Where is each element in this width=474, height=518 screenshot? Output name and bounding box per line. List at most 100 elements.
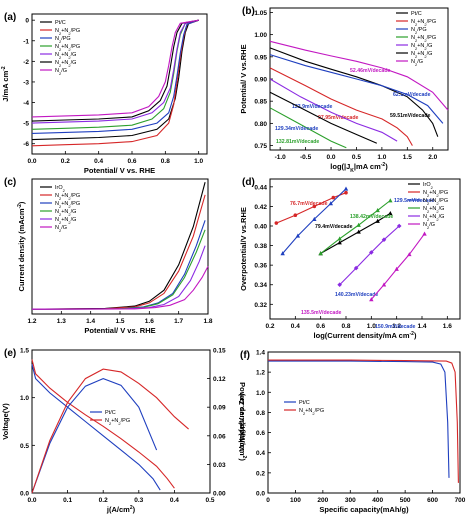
data-point [353, 265, 359, 271]
y-tick-label: 1.0 [20, 395, 29, 402]
data-point [356, 222, 361, 227]
legend-entry: IrO2 [55, 185, 66, 193]
legend-entry-part: 2 [427, 217, 430, 222]
x-axis-title-part: ) [385, 162, 388, 171]
legend-entry-part: 2 [415, 62, 418, 67]
data-point [394, 266, 399, 271]
x-tick-label: 0.2 [265, 323, 274, 330]
data-point [312, 204, 317, 209]
x-axis-title-part: j(A/cm [106, 505, 130, 514]
x-tick-label: 0.4 [291, 323, 300, 330]
x-axis-title-part: -2 [410, 331, 415, 337]
y-tick-label: 0.95 [254, 54, 267, 61]
y-right-axis-title-part: Power density(W/cm [238, 382, 247, 456]
slope-annotation: 62.1mV/decade [393, 92, 431, 98]
panel-d: 0.2 0.4 0.6 0.8 1.0 1.2 1.4 1.6 0.32 0.34 0.36 0.38… [239, 177, 461, 340]
y-tick-label: 0.5 [20, 443, 29, 450]
legend-entry-part: +N [417, 43, 424, 49]
legend-entry-part: N [55, 201, 59, 207]
slope-annotation: 140.23mV/decade [335, 292, 378, 298]
legend-entry-part: 2 [68, 47, 71, 52]
legend-entry-part: 2 [427, 209, 430, 214]
legend-entry: Pt/C [55, 20, 66, 26]
legend-entry-part: N [55, 28, 59, 34]
y-tick-label: 0.8 [256, 410, 265, 417]
legend-entry-part: /G [429, 222, 435, 228]
legend-entry-part: N [299, 408, 303, 414]
legend-entry-part: 2 [59, 31, 62, 36]
legend-entry-part: /PG [315, 408, 324, 414]
data-point [293, 213, 298, 218]
legend-entry-part: /G [417, 59, 423, 65]
legend-entry-part: Pt/C [55, 20, 66, 26]
y-tick-label: 0.0 [256, 491, 265, 498]
y-tick-label: 0.36 [254, 263, 267, 270]
data-point [318, 251, 323, 256]
y-right-tick-label: 0.03 [213, 462, 226, 469]
legend-entry-part: /PG [427, 19, 436, 25]
x-tick-label: -0.5 [300, 154, 312, 161]
legend-entry-part: 2 [59, 47, 62, 52]
series-line [268, 359, 459, 483]
y-axis-title-part: Potential/ V vs.RHE [239, 44, 248, 113]
y-tick-label: 0.0 [20, 491, 29, 498]
y-tick-label: 0.80 [254, 121, 267, 128]
x-tick-label: 500 [400, 497, 411, 504]
data-point [381, 237, 387, 242]
y-axis-title-part: J/mA cm [1, 70, 10, 101]
legend-entry-part: N [423, 206, 427, 212]
y-tick-label: 0.44 [254, 184, 267, 191]
legend-entry-part: +N [429, 198, 436, 204]
series-line [282, 188, 347, 254]
data-point [422, 231, 427, 236]
legend-entry-part: 2 [59, 220, 62, 225]
x-tick-label: 0.5 [352, 154, 361, 161]
legend-entry: N2+N2/PG [423, 198, 448, 206]
panel-label: (f) [240, 350, 250, 361]
legend-entry: N2+N2/G [55, 209, 76, 217]
legend-entry-part: N [55, 44, 59, 50]
x-tick-label: 1.0 [377, 154, 386, 161]
legend-entry-part: 2 [303, 411, 306, 416]
data-point [375, 208, 380, 213]
legend-entry-part: N [423, 222, 427, 228]
legend-entry-part: N [411, 35, 415, 41]
plot-frame [267, 351, 461, 494]
legend-entry-part: 2 [59, 55, 62, 60]
legend-entry-part: +N [61, 201, 68, 207]
legend-entry-part: 2 [427, 225, 430, 230]
legend-entry-part: IrO [55, 185, 63, 191]
series-line [31, 19, 199, 130]
x-tick-label: 1.2 [27, 318, 36, 325]
legend-entry-part: N [55, 60, 59, 66]
x-tick-label: 0.8 [341, 323, 350, 330]
y-tick-label: 1.0 [256, 390, 265, 397]
x-tick-label: 1.5 [115, 318, 124, 325]
data-point [381, 282, 387, 287]
legend-entry-part: N [55, 209, 59, 215]
legend-entry: N2+N2/PG [55, 193, 80, 201]
legend-entry-part: N [411, 51, 415, 57]
y-axis-title-part: Overpotential/V vs.RHE [239, 207, 248, 291]
x-axis-title: log(Current density/mA cm-2) [314, 331, 417, 340]
data-point [295, 233, 301, 238]
legend-entry-part: N [55, 193, 59, 199]
data-point [407, 252, 412, 257]
legend-entry-part: +N [429, 206, 436, 212]
y-tick-label: -1 [23, 38, 29, 45]
plot-frame [31, 349, 211, 494]
legend-entry-part: /PG [71, 193, 80, 199]
legend-entry: Pt/C [299, 400, 310, 406]
x-axis-title-part: K [350, 168, 354, 174]
data-point [337, 240, 342, 245]
x-tick-label: 0.6 [316, 323, 325, 330]
legend-entry: N2+N2/PG [411, 19, 436, 27]
legend-entry-part: 2 [59, 63, 62, 68]
x-axis-title: j(A/cm2) [106, 505, 136, 514]
legend-entry-part: 2 [415, 38, 418, 43]
x-tick-label: 1.0 [194, 158, 203, 165]
x-tick-label: 1.7 [174, 318, 183, 325]
y-right-tick-label: 0.00 [213, 491, 226, 498]
x-tick-label: 400 [372, 497, 383, 504]
legend-entry: N2+N2/PG [423, 190, 448, 198]
